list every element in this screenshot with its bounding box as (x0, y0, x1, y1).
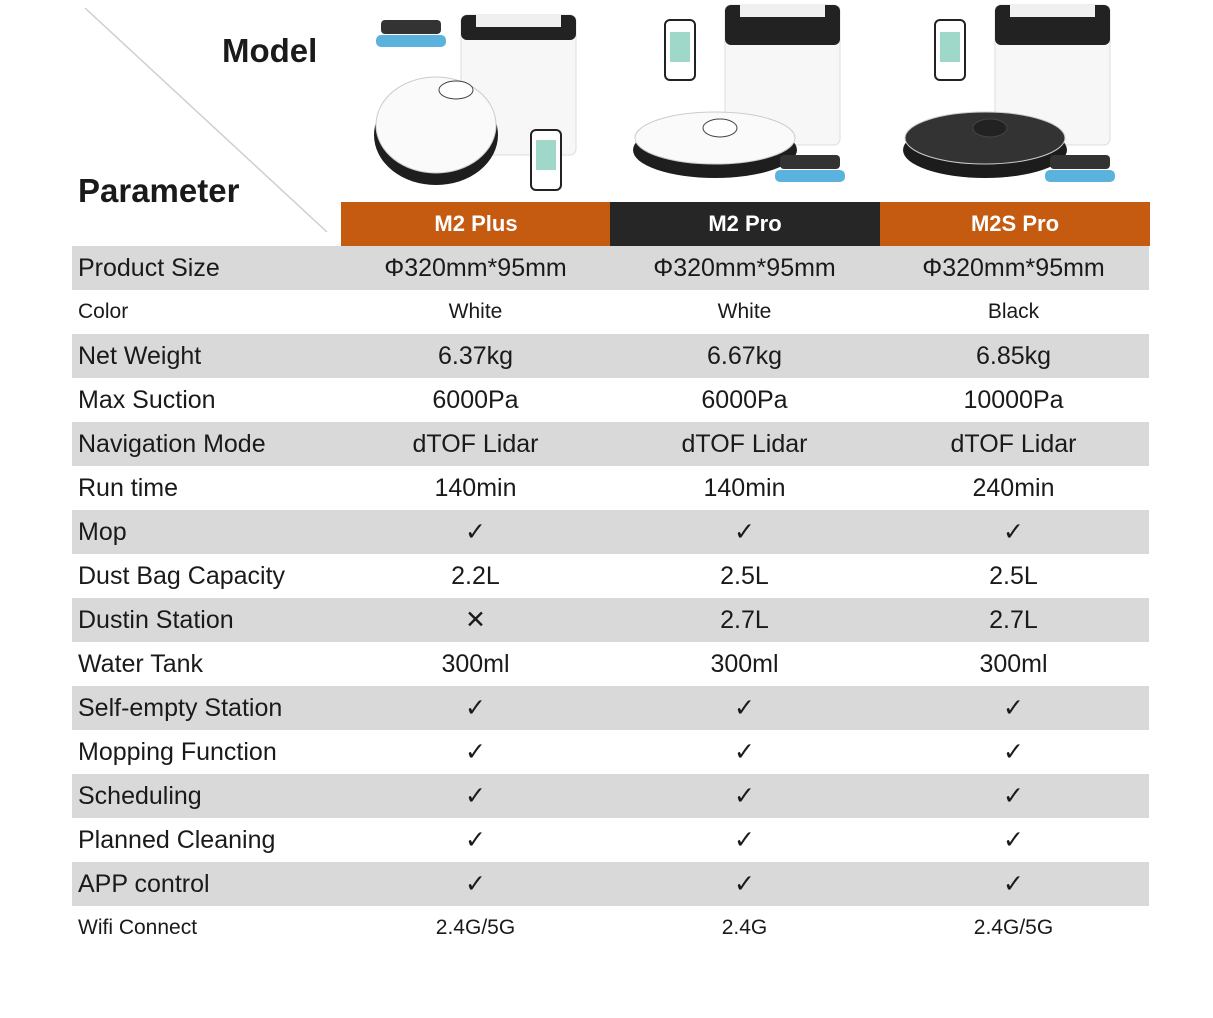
check-icon: ✓ (1003, 738, 1024, 766)
check-icon: ✓ (1003, 826, 1024, 854)
row-label: Wifi Connect (78, 916, 198, 939)
check-icon: ✓ (734, 738, 755, 766)
row-label: Max Suction (78, 385, 216, 414)
check-icon: ✓ (465, 826, 486, 854)
row-label: Mopping Function (78, 737, 277, 766)
model-heading: Model (222, 32, 318, 69)
table-cell: 2.4G/5G (435, 916, 516, 939)
table-row: Run time 140min 140min 240min (72, 466, 1149, 510)
table-row: Max Suction 6000Pa 6000Pa 10000Pa (72, 378, 1149, 422)
table-cell: 2.5L (720, 561, 769, 590)
row-label: Dust Bag Capacity (78, 561, 286, 590)
check-icon: ✓ (734, 782, 755, 810)
product-image (341, 0, 610, 202)
table-cell: 10000Pa (963, 385, 1064, 414)
product-header-1: M2 Plus (341, 202, 611, 246)
check-icon: ✓ (734, 826, 755, 854)
table-cell: 2.5L (989, 561, 1038, 590)
parameter-heading: Parameter (78, 172, 240, 209)
table-cell: 140min (703, 473, 786, 502)
check-icon: ✓ (465, 694, 486, 722)
check-icon: ✓ (1003, 870, 1024, 898)
table-row: Navigation Mode dTOF Lidar dTOF Lidar dTOF … (72, 422, 1149, 466)
table-cell: 6.67kg (706, 341, 783, 370)
table-cell: 300ml (441, 649, 510, 678)
cross-icon: ✕ (465, 606, 486, 634)
table-cell: Φ320mm*95mm (384, 253, 567, 282)
table-cell: 6000Pa (432, 385, 519, 414)
table-row: Water Tank 300ml 300ml 300ml (72, 642, 1149, 686)
table-cell: 2.4G/5G (973, 916, 1054, 939)
table-cell: 6.37kg (437, 341, 514, 370)
table-cell: 2.7L (720, 605, 769, 634)
row-label: Planned Cleaning (78, 825, 276, 854)
table-cell: 300ml (710, 649, 779, 678)
table-row: APP control ✓ ✓ ✓ (72, 862, 1149, 906)
table-row: Dust Bag Capacity 2.2L 2.5L 2.5L (72, 554, 1149, 598)
table-row: Planned Cleaning ✓ ✓ ✓ (72, 818, 1149, 862)
header-diagonal-divider (84, 7, 328, 233)
check-icon: ✓ (734, 518, 755, 546)
check-icon: ✓ (465, 738, 486, 766)
table-row: Dustin Station ✕ 2.7L 2.7L (72, 598, 1149, 642)
row-label: Run time (78, 473, 179, 502)
check-icon: ✓ (734, 870, 755, 898)
table-row: Self-empty Station ✓ ✓ ✓ (72, 686, 1149, 730)
table-cell: White (448, 300, 503, 323)
check-icon: ✓ (1003, 694, 1024, 722)
product-image (880, 0, 1149, 202)
row-label: Mop (78, 517, 127, 546)
row-label: Color (78, 300, 129, 323)
table-cell: 240min (972, 473, 1055, 502)
table-row: Net Weight 6.37kg 6.67kg 6.85kg (72, 334, 1149, 378)
row-label: Dustin Station (78, 605, 234, 634)
row-label: Water Tank (78, 649, 204, 678)
table-row: Product Size Φ320mm*95mm Φ320mm*95mm Φ320mm… (72, 246, 1149, 290)
table-cell: Φ320mm*95mm (653, 253, 836, 282)
check-icon: ✓ (734, 694, 755, 722)
product-header-3: M2S Pro (880, 202, 1150, 246)
check-icon: ✓ (465, 870, 486, 898)
table-cell: Black (987, 300, 1040, 323)
row-label: Scheduling (78, 781, 202, 810)
check-icon: ✓ (465, 518, 486, 546)
table-cell: 6000Pa (701, 385, 788, 414)
row-label: Navigation Mode (78, 429, 266, 458)
check-icon: ✓ (1003, 518, 1024, 546)
row-label: Self-empty Station (78, 693, 283, 722)
table-row: Wifi Connect 2.4G/5G 2.4G 2.4G/5G (72, 906, 1149, 950)
table-cell: 6.85kg (975, 341, 1052, 370)
table-cell: 2.2L (451, 561, 500, 590)
table-row: Scheduling ✓ ✓ ✓ (72, 774, 1149, 818)
table-row: Mop ✓ ✓ ✓ (72, 510, 1149, 554)
table-row: Mopping Function ✓ ✓ ✓ (72, 730, 1149, 774)
table-cell: dTOF Lidar (681, 429, 808, 458)
table-row: Color White White Black (72, 290, 1149, 334)
row-label: Product Size (78, 253, 220, 282)
check-icon: ✓ (1003, 782, 1024, 810)
table-cell: 300ml (979, 649, 1048, 678)
row-label: Net Weight (78, 341, 202, 370)
table-cell: Φ320mm*95mm (922, 253, 1105, 282)
comparison-table: Product Size Φ320mm*95mm Φ320mm*95mm Φ320mm… (72, 246, 1149, 950)
product-header-2: M2 Pro (610, 202, 880, 246)
table-cell: 2.4G (721, 916, 768, 939)
product-image (610, 0, 879, 202)
check-icon: ✓ (465, 782, 486, 810)
table-cell: 2.7L (989, 605, 1038, 634)
table-cell: dTOF Lidar (412, 429, 539, 458)
table-cell: White (717, 300, 772, 323)
table-cell: dTOF Lidar (950, 429, 1077, 458)
table-cell: 140min (434, 473, 517, 502)
row-label: APP control (78, 869, 210, 898)
